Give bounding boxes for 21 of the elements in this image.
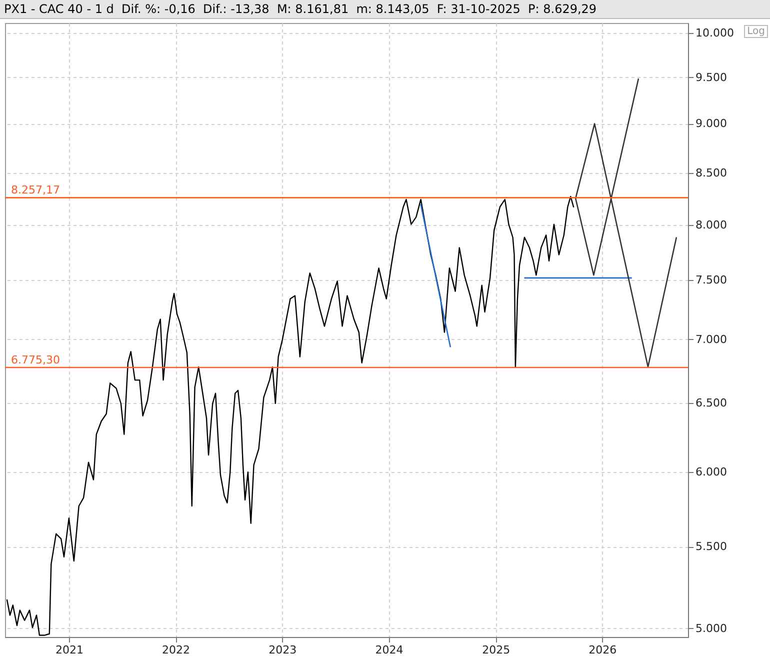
x-tick-label: 2023 — [268, 644, 297, 656]
ref-line-label: 8.257,17 — [11, 184, 60, 197]
y-tick-label: 8.500 — [696, 166, 727, 180]
y-tick-label: 5.500 — [696, 540, 727, 554]
text: Log — [744, 25, 768, 38]
y-tick-label: 7.500 — [696, 274, 727, 287]
y-tick-label: 10.000 — [696, 26, 734, 40]
y-tick-label: 7.000 — [696, 332, 727, 346]
y-tick-label: 6.500 — [696, 396, 727, 410]
chart-title: PX1 - CAC 40 - 1 d Dif. %: -0,16 Dif.: -13,38 M: 8.161,81 m: 8.143,05 F: 31-10-2025 P: 8.629,29 — [0, 0, 770, 19]
x-tick-label: 2024 — [375, 644, 404, 656]
y-tick-label: 8.000 — [696, 218, 727, 232]
y-tick-label: 9.500 — [696, 70, 727, 84]
x-tick-label: 2025 — [482, 644, 510, 656]
y-tick-label: 5.000 — [696, 622, 727, 635]
x-tick-label: 2026 — [588, 644, 617, 656]
x-tick-label: 2021 — [55, 644, 84, 656]
y-tick-label: 6.000 — [696, 465, 727, 478]
y-tick-label: 9.000 — [696, 117, 727, 130]
ref-line-label: 6.775,30 — [11, 353, 60, 366]
x-tick-label: 2022 — [162, 644, 190, 656]
